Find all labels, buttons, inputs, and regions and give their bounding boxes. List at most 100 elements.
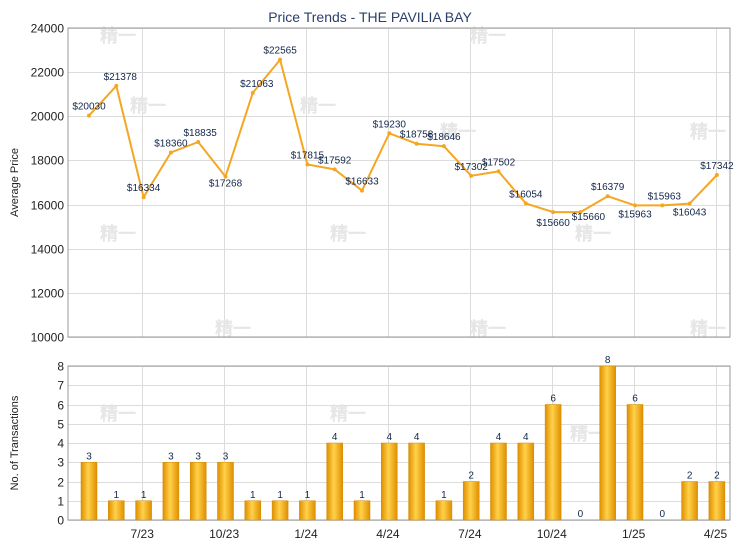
transactions-bar-label: 4	[523, 432, 529, 443]
price-point	[441, 144, 446, 149]
volume-y-axis-title: No. of Transactions	[9, 395, 21, 490]
transactions-bar-label: 2	[687, 471, 693, 482]
price-point	[414, 141, 419, 146]
price-point	[141, 195, 146, 200]
price-point-label: $15660	[536, 218, 570, 229]
transactions-bar	[462, 481, 480, 521]
x-tick-label: 1/24	[294, 527, 318, 541]
price-point	[551, 210, 556, 215]
price-point-label: $16633	[345, 177, 379, 188]
watermark-glyph: 精一	[100, 25, 136, 46]
price-point	[578, 210, 583, 215]
volume-y-tick-label: 0	[57, 514, 64, 528]
transactions-bar-label: 1	[141, 490, 147, 501]
x-tick-label: 4/25	[704, 527, 728, 541]
price-point	[523, 201, 528, 206]
price-y-tick-label: 10000	[31, 331, 65, 345]
watermark-glyph: 精一	[300, 95, 336, 116]
x-tick-label: 10/23	[209, 527, 239, 541]
price-y-tick-label: 14000	[31, 243, 65, 257]
price-point	[469, 173, 474, 178]
price-point-label: $16334	[127, 183, 161, 194]
transactions-bar-label: 2	[714, 471, 720, 482]
price-plot-frame	[67, 27, 731, 338]
price-point-label: $16379	[591, 182, 625, 193]
price-point	[168, 150, 173, 155]
volume-y-tick-label: 5	[57, 418, 64, 432]
price-point-label: $17342	[700, 161, 734, 172]
transactions-bar	[517, 442, 535, 521]
transactions-bar-label: 1	[277, 490, 283, 501]
price-point-label: $18646	[427, 132, 461, 143]
price-y-axis-title: Average Price	[9, 148, 21, 217]
price-point	[278, 57, 283, 62]
transactions-bar-label: 3	[168, 451, 174, 462]
transactions-bar	[708, 481, 726, 521]
transactions-bar-label: 6	[632, 394, 638, 405]
transactions-bar-label: 1	[114, 490, 120, 501]
volume-y-tick-label: 1	[57, 495, 64, 509]
transactions-bar-label: 1	[250, 490, 256, 501]
transactions-bar	[435, 500, 453, 521]
transactions-bar-label: 1	[305, 490, 311, 501]
watermark-glyph: 精一	[330, 403, 366, 424]
price-point-label: $18360	[154, 138, 188, 149]
transactions-bar-label: 8	[605, 355, 611, 366]
watermark-glyph: 精一	[570, 423, 606, 444]
transactions-bar	[626, 404, 644, 521]
transactions-bar	[381, 442, 398, 521]
x-tick-label: 7/23	[131, 527, 155, 541]
transactions-bar	[544, 404, 562, 521]
watermark-glyph: 精一	[330, 223, 366, 244]
volume-plot-frame	[67, 365, 731, 521]
price-y-tick-label: 24000	[31, 22, 65, 36]
price-point	[714, 172, 719, 177]
watermark-glyph: 精一	[470, 318, 506, 339]
transactions-bar-label: 4	[332, 432, 338, 443]
price-point	[660, 203, 665, 208]
volume-y-tick-label: 8	[57, 360, 64, 374]
price-point	[332, 167, 337, 172]
x-tick-label: 1/25	[622, 527, 646, 541]
watermark-glyph: 精一	[440, 121, 476, 142]
transactions-bar	[135, 500, 152, 521]
x-tick-label: 4/24	[376, 527, 400, 541]
price-point-label: $22565	[263, 46, 297, 57]
volume-y-tick-label: 2	[57, 476, 64, 490]
price-point	[305, 162, 310, 167]
volume-y-tick-label: 6	[57, 399, 64, 413]
transactions-bar-label: 1	[359, 490, 365, 501]
price-y-tick-label: 16000	[31, 199, 65, 213]
transactions-bar-label: 1	[441, 490, 447, 501]
chart-title: Price Trends - THE PAVILIA BAY	[268, 9, 472, 25]
transactions-bar	[189, 462, 207, 521]
price-point-label: $17502	[482, 157, 516, 168]
transactions-bar-label: 4	[414, 432, 420, 443]
price-point	[114, 83, 119, 88]
watermark-glyph: 精一	[470, 25, 506, 46]
volume-y-tick-label: 3	[57, 456, 64, 470]
price-point-label: $18758	[400, 130, 434, 141]
transactions-bar	[408, 442, 425, 521]
watermark-glyph: 精一	[690, 121, 726, 142]
price-point-label: $16043	[673, 208, 707, 219]
transactions-bar	[244, 500, 262, 521]
price-point	[196, 139, 201, 144]
watermark-glyph: 精一	[130, 95, 166, 116]
price-point	[223, 174, 228, 179]
price-point	[633, 203, 637, 208]
price-point-label: $15963	[648, 191, 682, 202]
transactions-bar-label: 6	[550, 394, 556, 405]
transactions-bar-label: 3	[195, 451, 201, 462]
watermark-glyph: 精一	[575, 223, 611, 244]
transactions-bar	[162, 462, 180, 521]
price-point-label: $17268	[209, 179, 243, 190]
price-y-tick-label: 22000	[31, 66, 65, 80]
transactions-bar	[490, 442, 507, 521]
price-point-label: $16054	[509, 189, 543, 200]
transactions-bar	[599, 365, 616, 521]
watermark-glyph: 精一	[215, 318, 251, 339]
transactions-bar-label: 2	[468, 471, 474, 482]
